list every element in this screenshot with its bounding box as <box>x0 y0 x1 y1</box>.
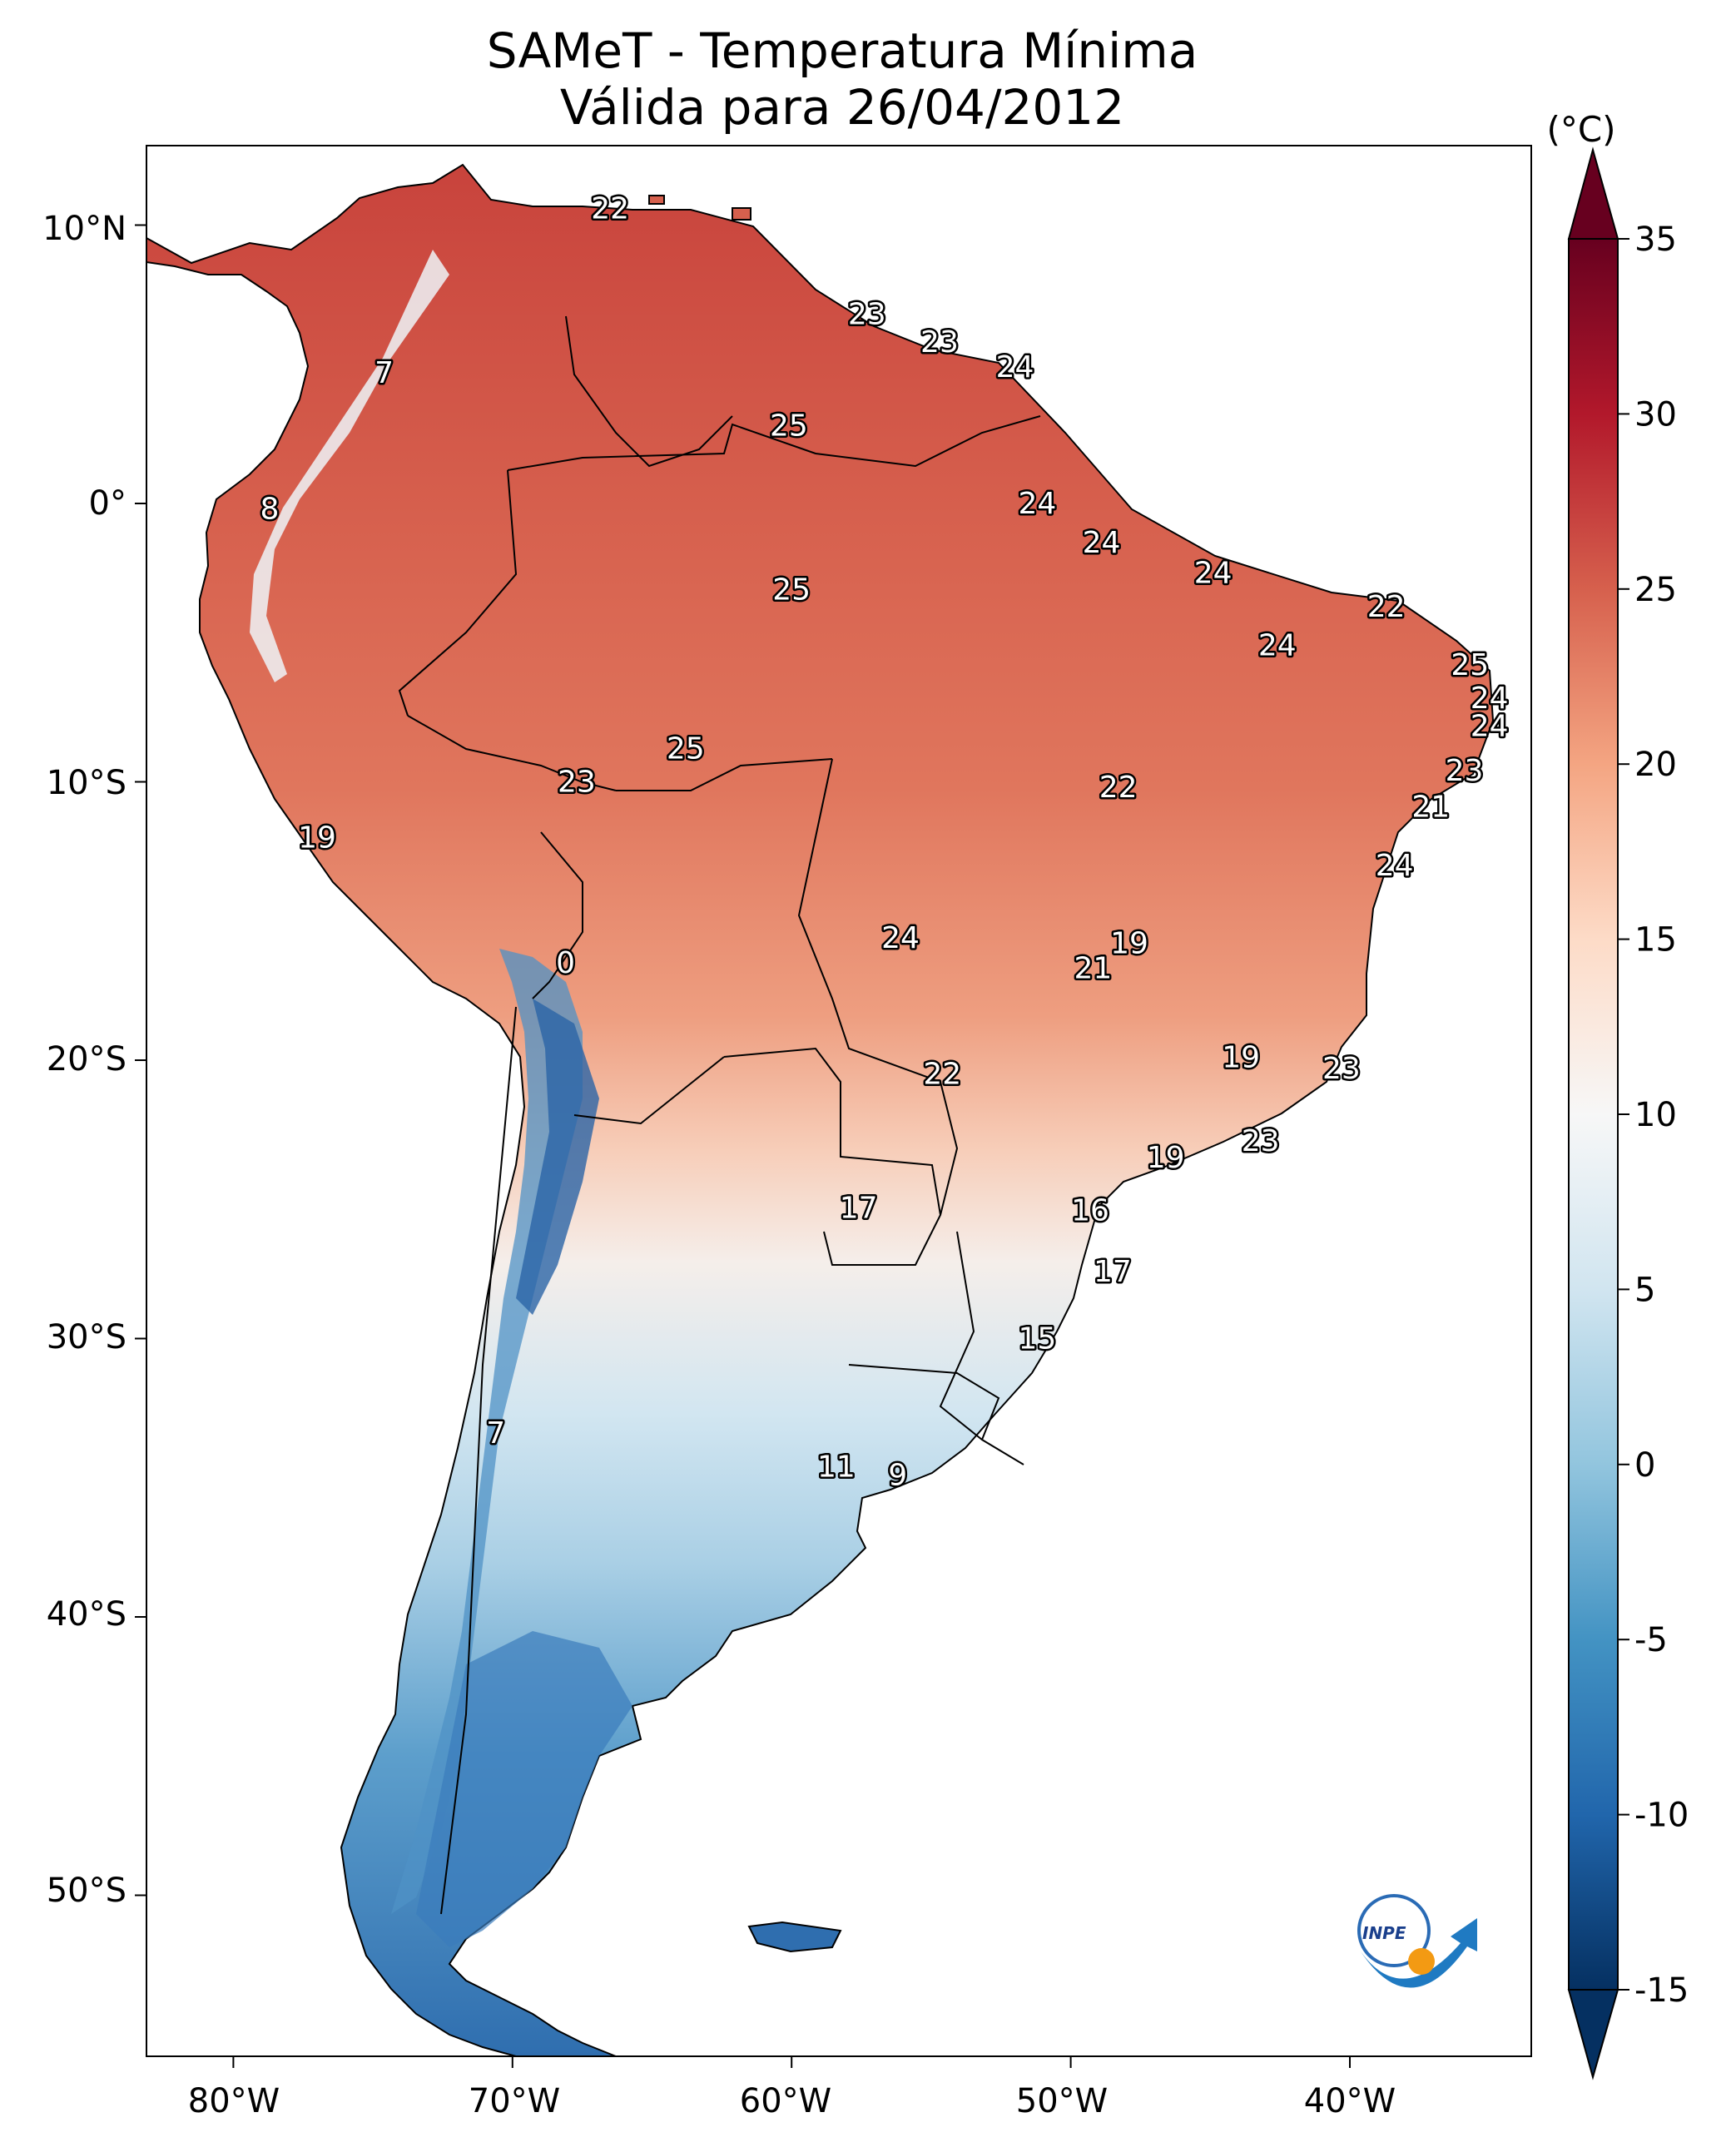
station-value-label: 15 <box>1018 1322 1056 1356</box>
station-value-label: 0 <box>556 946 575 980</box>
map-title: SAMeT - Temperatura Mínima <box>486 22 1198 79</box>
colorbar-tick-label: 25 <box>1634 571 1677 609</box>
logo-text: INPE <box>1362 1923 1406 1943</box>
country-borders <box>398 315 1041 1915</box>
inpe-logo: INPE <box>1357 1894 1477 1988</box>
colorbar-tick-label: 5 <box>1634 1271 1655 1309</box>
station-value-label: 24 <box>1471 682 1509 716</box>
station-value-label: 11 <box>817 1450 856 1484</box>
station-value-label: 21 <box>1074 952 1113 986</box>
axis-ticks <box>135 224 1351 2068</box>
andes-cold-band <box>391 949 583 1914</box>
continent-shape <box>146 163 1495 2056</box>
colorbar-tick-label: 20 <box>1634 746 1677 784</box>
station-value-label: 17 <box>840 1191 878 1225</box>
station-value-label: 23 <box>1446 754 1484 788</box>
station-value-label: 24 <box>881 921 920 955</box>
lat-label: 20°S <box>47 1040 126 1078</box>
altiplano-cold-core <box>516 999 599 1315</box>
lon-label: 80°W <box>188 2082 280 2120</box>
station-value-label: 24 <box>1018 487 1056 521</box>
station-value-label: 24 <box>1471 710 1509 744</box>
patagonia-cold-area <box>416 1631 632 1947</box>
station-value-label: 24 <box>996 350 1034 384</box>
station-value-label: 25 <box>770 409 808 443</box>
northern-andes-cool-strip <box>250 250 449 682</box>
station-value-label: 25 <box>772 573 811 607</box>
colorbar-tick-label: 35 <box>1634 221 1677 259</box>
station-value-label: 7 <box>374 356 394 390</box>
station-value-label: 17 <box>1094 1255 1132 1289</box>
lat-label: 10°N <box>42 210 126 248</box>
station-value-label: 23 <box>1242 1124 1280 1158</box>
station-value-label: 23 <box>848 298 886 332</box>
colorbar-tick-label: 0 <box>1634 1446 1655 1485</box>
station-value-label: 19 <box>1110 927 1148 961</box>
colorbar-ticks: 35 30 25 20 15 10 5 0 -5 -10 -15 <box>1618 221 1689 2010</box>
lat-label: 50°S <box>47 1872 126 1910</box>
colorbar-body <box>1568 238 1619 1991</box>
station-value-label: 22 <box>923 1058 961 1092</box>
longitude-labels: 80°W 70°W 60°W 50°W 40°W <box>188 2082 1396 2120</box>
lon-label: 70°W <box>469 2082 560 2120</box>
station-value-label: 21 <box>1411 791 1450 825</box>
station-value-label: 23 <box>1322 1052 1361 1086</box>
station-value-label: 19 <box>1147 1141 1185 1175</box>
station-value-label: 24 <box>1083 526 1121 560</box>
station-value-label: 22 <box>1367 590 1406 624</box>
colorbar-unit: (°C) <box>1546 109 1615 150</box>
colorbar-tick-label: 10 <box>1634 1096 1677 1134</box>
map-subtitle: Válida para 26/04/2012 <box>559 79 1125 136</box>
latitude-labels: 10°N 0° 10°S 20°S 30°S 40°S 50°S <box>42 210 126 1910</box>
station-value-label: 24 <box>1376 849 1414 883</box>
lat-label: 30°S <box>47 1318 126 1356</box>
colorbar-tick-label: 30 <box>1634 395 1677 434</box>
station-value-label: 22 <box>1099 771 1138 805</box>
colorbar-bottom-extension <box>1567 1989 1619 2080</box>
map-frame <box>146 145 1532 2057</box>
lat-label: 0° <box>89 484 126 523</box>
station-value-label: 9 <box>888 1458 907 1492</box>
station-value-label: 25 <box>667 731 705 766</box>
station-value-label: 7 <box>486 1416 505 1450</box>
lon-label: 40°W <box>1304 2082 1396 2120</box>
station-value-label: 25 <box>1451 648 1489 682</box>
lat-label: 40°S <box>47 1595 126 1634</box>
station-value-label: 19 <box>298 821 336 855</box>
station-value-label: 24 <box>1258 629 1297 663</box>
lon-label: 60°W <box>740 2082 831 2120</box>
station-value-label: 22 <box>591 191 629 226</box>
station-value-label: 24 <box>1194 557 1233 591</box>
colorbar-tick-label: 15 <box>1634 921 1677 959</box>
station-value-label: 19 <box>1222 1041 1260 1075</box>
islands <box>648 195 842 1953</box>
station-value-label: 23 <box>920 325 959 359</box>
colorbar-tick-label: -5 <box>1634 1621 1668 1659</box>
colorbar-tick-label: -10 <box>1634 1797 1689 1835</box>
station-value-label: 8 <box>260 493 280 527</box>
station-value-label: 23 <box>558 766 596 800</box>
colorbar-top-extension <box>1567 146 1619 240</box>
colorbar: 35 30 25 20 15 10 5 0 -5 -10 -15 (°C) <box>1546 109 1689 2080</box>
colorbar-tick-label: -15 <box>1634 1971 1689 2010</box>
lat-label: 10°S <box>47 764 126 802</box>
station-values: 2278232324252424242224252424232124252523… <box>258 190 1510 1495</box>
station-value-label: 16 <box>1071 1194 1109 1228</box>
lon-label: 50°W <box>1016 2082 1108 2120</box>
